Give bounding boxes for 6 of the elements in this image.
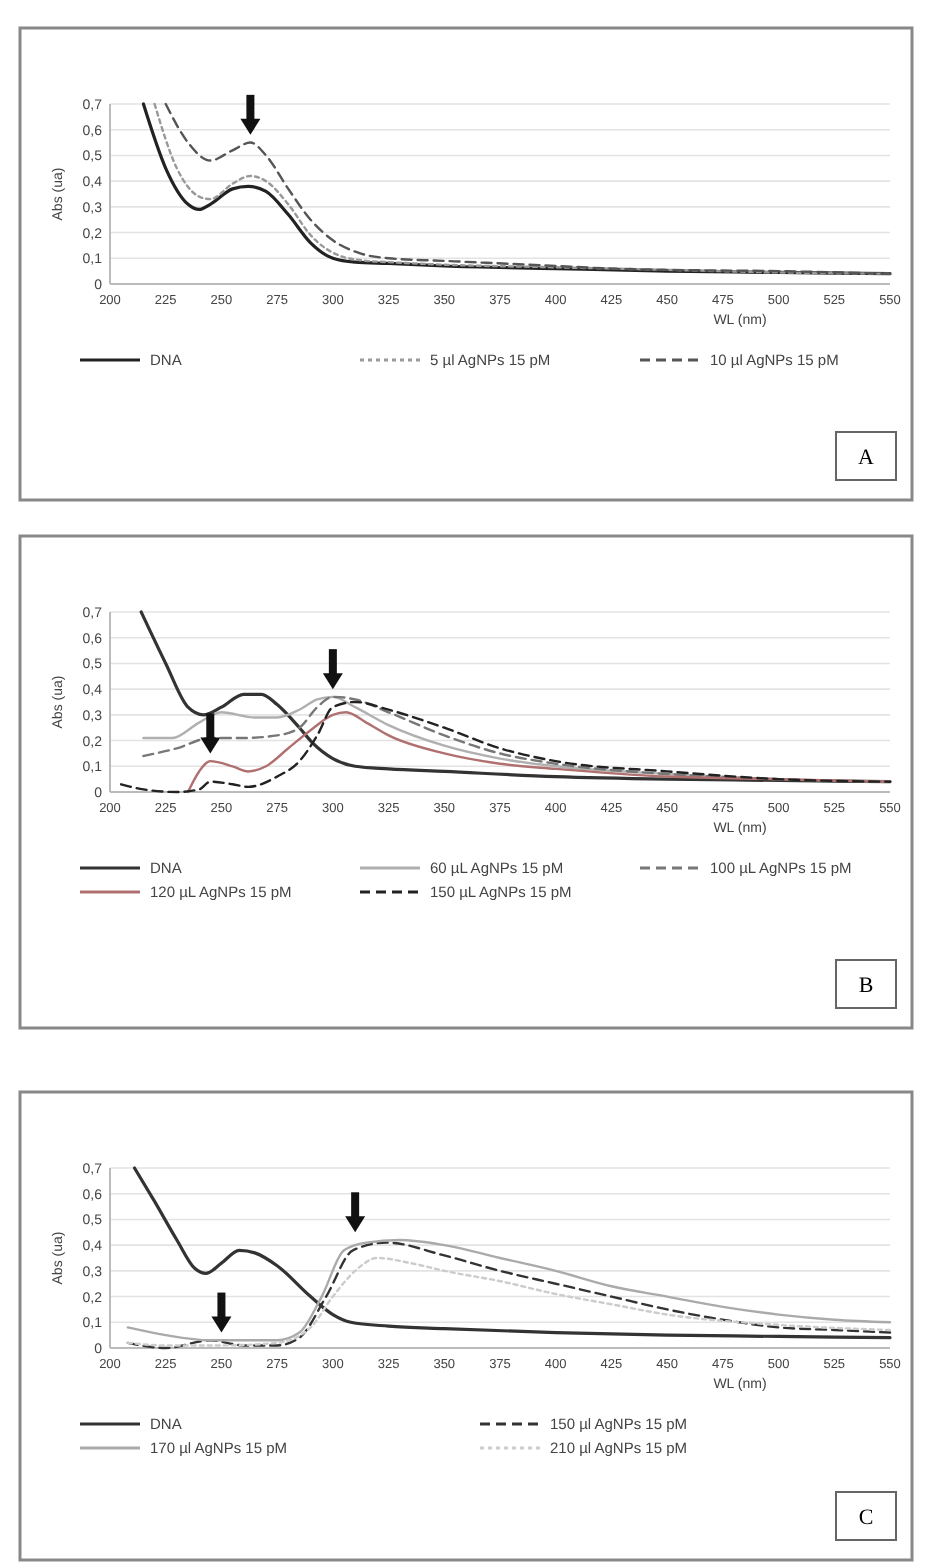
line-series bbox=[126, 1256, 892, 1347]
text: B bbox=[858, 974, 874, 998]
text: C bbox=[858, 1506, 874, 1530]
text: A bbox=[858, 446, 875, 470]
line-series bbox=[139, 610, 892, 784]
line-series bbox=[119, 700, 892, 794]
